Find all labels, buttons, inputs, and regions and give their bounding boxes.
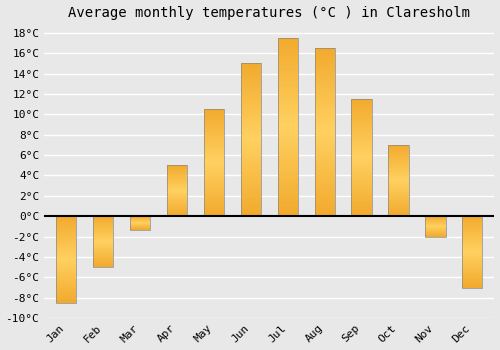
Bar [240, 63, 261, 216]
Bar [462, 216, 482, 288]
Bar [352, 99, 372, 216]
Bar [167, 165, 187, 216]
Bar [130, 216, 150, 230]
Bar [93, 216, 114, 267]
Bar [56, 216, 76, 303]
Bar [388, 145, 408, 216]
Bar [278, 38, 298, 216]
Bar [204, 109, 224, 216]
Title: Average monthly temperatures (°C ) in Claresholm: Average monthly temperatures (°C ) in Cl… [68, 6, 470, 20]
Bar [314, 48, 335, 216]
Bar [425, 216, 446, 237]
